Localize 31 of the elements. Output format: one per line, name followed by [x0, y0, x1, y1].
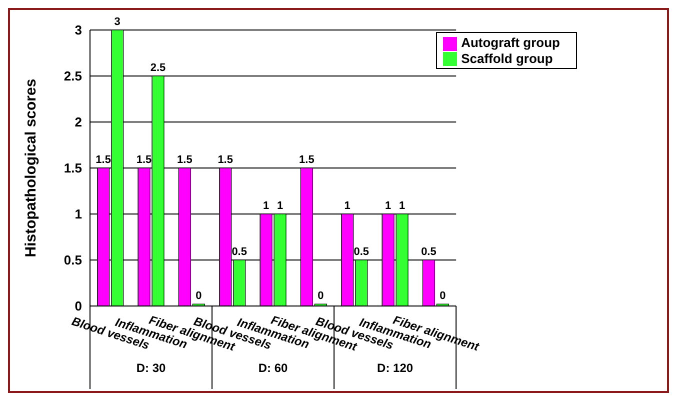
data-label: 0.5	[354, 246, 370, 258]
data-label: 1	[384, 200, 392, 212]
y-tick-label: 2	[74, 114, 82, 130]
legend-label: Scaffold group	[461, 50, 553, 66]
data-label: 1.5	[299, 154, 314, 166]
data-label: 1	[344, 200, 350, 212]
y-tick-label: 1	[74, 206, 82, 222]
data-label: 0	[318, 290, 324, 302]
data-label: 1	[262, 200, 270, 212]
data-label: 2.5	[150, 62, 166, 74]
legend-label: Autograft group	[461, 35, 560, 50]
data-label: 0	[440, 290, 446, 302]
y-tick-label: 0.5	[64, 252, 82, 268]
text: D: 60	[258, 361, 288, 375]
data-label: 1.5	[218, 154, 233, 166]
data-label: 1.5	[136, 154, 152, 166]
data-label: 1	[398, 200, 406, 212]
data-label: 0.5	[421, 246, 436, 258]
y-tick-label: 0	[74, 298, 82, 314]
y-tick-label: 1.5	[64, 160, 82, 176]
y-tick-label: 3	[74, 22, 82, 38]
data-label: 1.5	[96, 154, 111, 166]
text: D: 120	[377, 361, 414, 375]
y-axis-title: Histopathological scores	[22, 78, 40, 258]
text: D: 30	[136, 361, 166, 375]
data-label: 0	[196, 290, 202, 302]
data-label: 1.5	[177, 154, 192, 166]
data-label: 3	[114, 16, 120, 28]
data-label: 1	[276, 200, 284, 212]
data-label: 0.5	[232, 246, 247, 258]
y-tick-label: 2.5	[64, 68, 82, 84]
